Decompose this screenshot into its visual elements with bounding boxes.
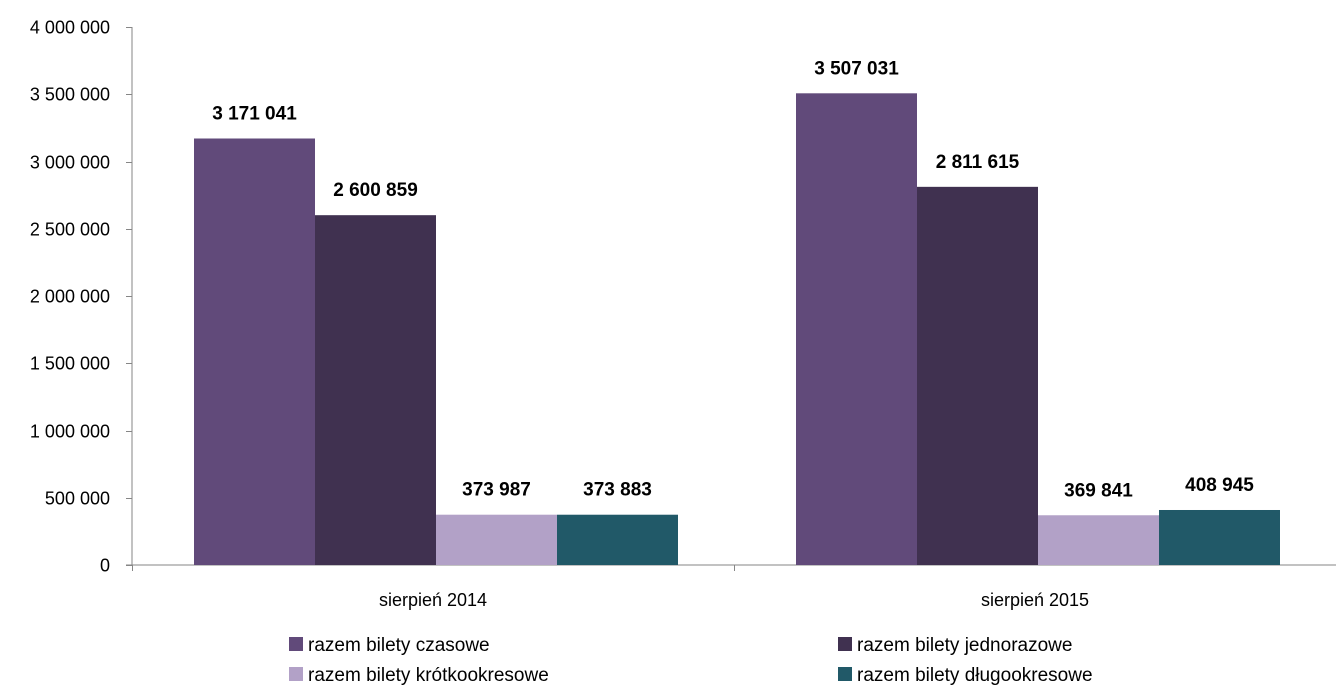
y-tick-label: 1 000 000	[30, 422, 110, 442]
bar-value-label: 369 841	[1064, 480, 1133, 501]
legend-swatch	[289, 667, 303, 681]
bar-value-label: 3 507 031	[814, 58, 899, 79]
y-tick-label: 0	[100, 556, 110, 576]
bar	[557, 514, 678, 565]
data-labels: 3 171 041 2 600 859 373 987 373 883 3 507 03…	[212, 58, 1254, 501]
y-tick-label: 4 000 000	[30, 18, 110, 38]
legend-item: razem bilety długookresowe	[838, 665, 1093, 686]
bar-value-label: 3 171 041	[212, 103, 297, 124]
legend-item: razem bilety czasowe	[289, 635, 490, 656]
legend-label: razem bilety długookresowe	[857, 665, 1093, 686]
legend-item: razem bilety krótkookresowe	[289, 665, 549, 686]
bar-value-label: 2 600 859	[333, 180, 418, 201]
x-category-label: sierpień 2014	[379, 590, 487, 610]
legend-swatch	[838, 637, 852, 651]
legend-label: razem bilety jednorazowe	[857, 635, 1072, 656]
y-tick-label: 3 000 000	[30, 153, 110, 173]
y-tick-label: 2 000 000	[30, 287, 110, 307]
legend-label: razem bilety krótkookresowe	[308, 665, 549, 686]
axes: 0 500 000 1 000 000 1 500 000 2 000 000 2 500…	[30, 18, 1336, 610]
legend-label: razem bilety czasowe	[308, 635, 490, 656]
bar	[796, 93, 917, 566]
bar	[194, 138, 315, 565]
y-tick-label: 500 000	[45, 489, 110, 509]
bar-value-label: 2 811 615	[936, 152, 1020, 173]
bar	[1038, 515, 1159, 565]
bars	[194, 93, 1280, 566]
bar	[917, 186, 1038, 566]
bar-value-label: 408 945	[1185, 475, 1254, 496]
bar-value-label: 373 987	[462, 480, 531, 501]
legend-swatch	[838, 667, 852, 681]
bar	[315, 215, 436, 566]
y-tick-label: 2 500 000	[30, 220, 110, 240]
y-tick-label: 1 500 000	[30, 354, 110, 374]
legend: razem bilety czasowe razem bilety jednora…	[289, 635, 1093, 686]
legend-swatch	[289, 637, 303, 651]
y-tick-label: 3 500 000	[30, 85, 110, 105]
bar-value-label: 373 883	[583, 480, 652, 501]
bar	[436, 514, 557, 565]
legend-item: razem bilety jednorazowe	[838, 635, 1072, 656]
x-category-label: sierpień 2015	[981, 590, 1089, 610]
bar	[1159, 509, 1280, 565]
